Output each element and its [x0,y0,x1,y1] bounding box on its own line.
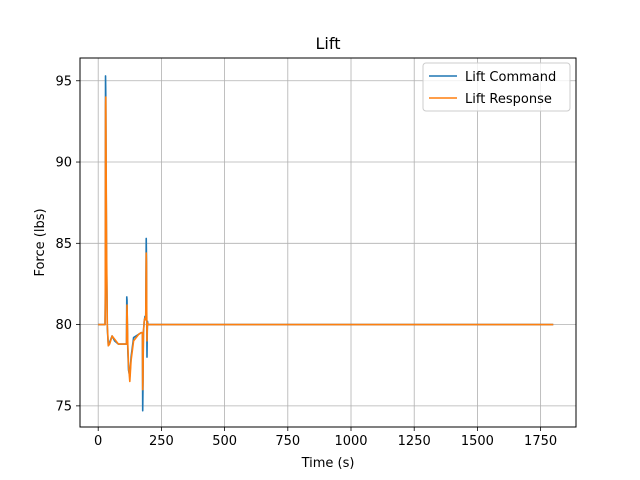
legend-label: Lift Command [465,70,556,85]
x-tick-label: 1000 [334,434,367,449]
y-tick-label: 90 [55,156,72,171]
x-tick-label: 0 [94,434,102,449]
x-tick-label: 1500 [461,434,494,449]
x-axis-title: Time (s) [301,456,355,471]
chart-title: Lift [316,34,341,53]
legend-label: Lift Response [465,92,552,107]
series-line-lift-response [98,96,554,391]
x-tick-label: 1750 [524,434,557,449]
y-tick-label: 75 [55,399,72,414]
y-axis-title: Force (lbs) [33,208,48,276]
x-tick-label: 1250 [398,434,431,449]
x-tick-label: 750 [275,434,300,449]
legend: Lift Command Lift Response [422,62,571,112]
y-tick-label: 95 [55,74,72,89]
legend-box [422,62,571,112]
x-tick-label: 500 [212,434,237,449]
y-tick-label: 85 [55,237,72,252]
plot-frame [79,57,577,428]
x-tick-label: 250 [149,434,174,449]
y-axis: 75 80 85 90 95 [55,74,80,414]
x-axis: 0 250 500 750 1000 1250 1500 1750 [94,427,557,449]
y-tick-label: 80 [55,318,72,333]
series-layer [98,75,554,412]
